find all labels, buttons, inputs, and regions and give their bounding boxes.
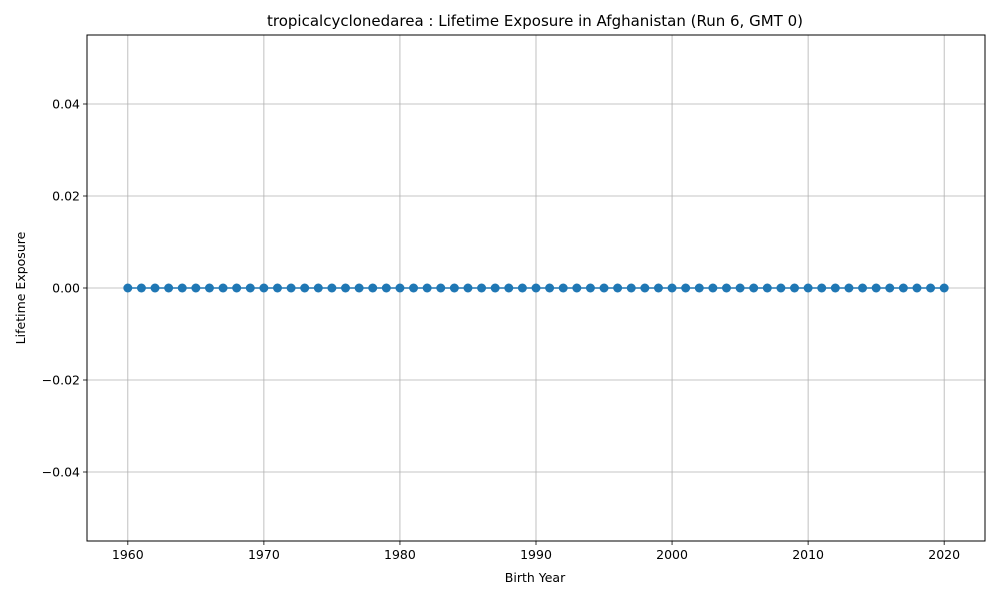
data-point [381,283,391,293]
y-tick-label: 0.00 [52,281,80,296]
y-tick-label: −0.04 [42,465,80,480]
data-point [749,283,759,293]
data-point [463,283,473,293]
data-point [164,283,174,293]
data-point [817,283,827,293]
data-point [776,283,786,293]
data-point [409,283,419,293]
data-point [354,283,364,293]
data-point [300,283,310,293]
data-point [926,283,936,293]
data-point [150,283,160,293]
data-point [177,283,187,293]
x-tick-label: 1970 [248,547,280,562]
y-tick-label: 0.02 [52,189,80,204]
data-point [667,283,677,293]
data-point [762,283,772,293]
data-point [191,283,201,293]
y-tick-label: −0.02 [42,373,80,388]
data-point [613,283,623,293]
data-point [395,283,405,293]
data-point [708,283,718,293]
x-tick-label: 2000 [656,547,688,562]
data-point [885,283,895,293]
data-point [327,283,337,293]
data-point [232,283,242,293]
data-point [449,283,459,293]
data-point [585,283,595,293]
data-point [313,283,323,293]
data-point [653,283,663,293]
data-point [694,283,704,293]
data-point [912,283,922,293]
data-point [545,283,555,293]
x-tick-label: 2010 [792,547,824,562]
data-point [259,283,269,293]
data-point [204,283,214,293]
y-tick-label: 0.04 [52,97,80,112]
data-point [599,283,609,293]
data-point [286,283,296,293]
data-point [939,283,949,293]
data-point [898,283,908,293]
data-point [422,283,432,293]
data-point [681,283,691,293]
data-point [504,283,514,293]
chart-title: tropicalcyclonedarea : Lifetime Exposure… [267,12,803,30]
x-axis-ticks: 1960 1970 1980 1990 2000 2010 2020 [112,541,960,562]
data-point [871,283,881,293]
data-point [803,283,813,293]
data-point [272,283,282,293]
data-point [123,283,133,293]
x-tick-label: 1980 [384,547,416,562]
data-point [490,283,500,293]
x-tick-label: 2020 [928,547,960,562]
x-tick-label: 1960 [112,547,144,562]
data-point [341,283,351,293]
data-point [858,283,868,293]
x-tick-label: 1990 [520,547,552,562]
x-axis-label: Birth Year [505,570,566,585]
data-point [368,283,378,293]
data-point [531,283,541,293]
data-point [640,283,650,293]
data-point [218,283,228,293]
data-point [790,283,800,293]
data-point [136,283,146,293]
data-point [558,283,568,293]
series-line [123,283,949,293]
data-point [245,283,255,293]
data-point [477,283,487,293]
data-point [436,283,446,293]
data-point [572,283,582,293]
y-axis-label: Lifetime Exposure [13,231,28,344]
data-point [830,283,840,293]
data-point [517,283,527,293]
data-point [735,283,745,293]
y-axis-ticks: −0.04 −0.02 0.00 0.02 0.04 [42,97,87,480]
data-point [844,283,854,293]
data-point [721,283,731,293]
data-point [626,283,636,293]
